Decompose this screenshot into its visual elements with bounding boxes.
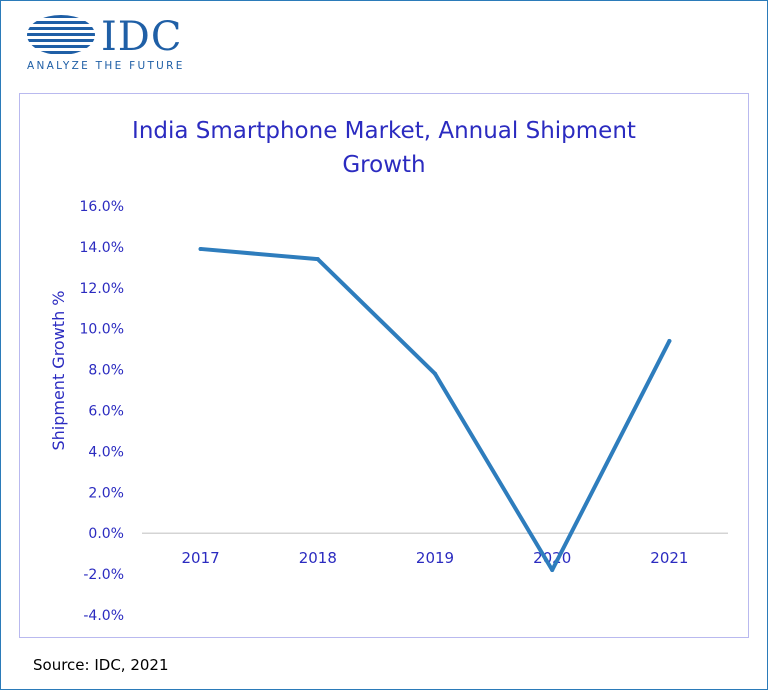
data-point-2020 xyxy=(550,568,555,573)
y-tick-label: 16.0% xyxy=(80,199,124,215)
data-point-2021 xyxy=(667,338,672,343)
series-line xyxy=(198,246,672,573)
source-note: Source: IDC, 2021 xyxy=(33,656,169,674)
x-tick-label: 2017 xyxy=(182,549,220,567)
line-chart: India Smartphone Market, Annual Shipment… xyxy=(49,118,728,624)
x-tick-label: 2020 xyxy=(533,549,571,567)
y-axis-title: Shipment Growth % xyxy=(49,290,68,450)
x-tick-label: 2019 xyxy=(416,549,454,567)
chart-area: India Smartphone Market, Annual Shipment… xyxy=(19,93,749,638)
y-tick-label: 10.0% xyxy=(80,322,124,338)
y-tick-label: -4.0% xyxy=(83,608,124,624)
y-tick-label: 4.0% xyxy=(88,444,124,460)
y-tick-label: 12.0% xyxy=(80,281,124,297)
chart-title-line: India Smartphone Market, Annual Shipment xyxy=(132,118,636,144)
data-point-2019 xyxy=(433,371,437,376)
y-tick-label: 8.0% xyxy=(88,363,124,379)
data-point-2017 xyxy=(198,246,203,251)
y-tick-label: -2.0% xyxy=(83,567,124,583)
x-tick-label: 2021 xyxy=(650,549,688,567)
y-tick-label: 14.0% xyxy=(80,240,124,256)
y-tick-label: 0.0% xyxy=(88,526,124,542)
idc-wordmark: IDC xyxy=(101,14,183,60)
chart-title-line: Growth xyxy=(342,152,425,178)
data-point-2018 xyxy=(315,257,320,262)
y-tick-label: 6.0% xyxy=(88,404,124,420)
y-tick-label: 2.0% xyxy=(88,485,124,501)
idc-tagline: ANALYZE THE FUTURE xyxy=(27,60,185,72)
idc-logo: IDC ANALYZE THE FUTURE xyxy=(25,13,205,75)
x-tick-label: 2018 xyxy=(299,549,337,567)
globe-icon xyxy=(27,15,95,54)
